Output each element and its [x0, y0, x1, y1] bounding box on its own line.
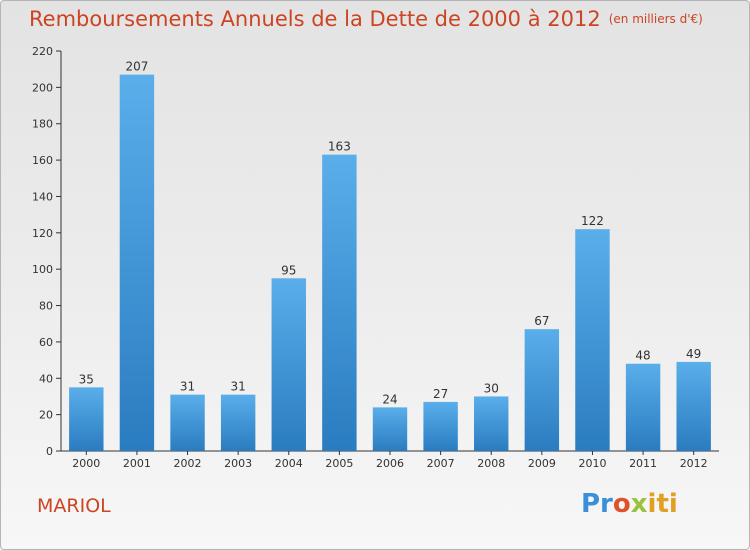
- y-tick-label: 100: [32, 263, 53, 276]
- bar-value-label: 31: [231, 380, 246, 394]
- bar-value-label: 95: [281, 263, 296, 277]
- bar: [170, 394, 205, 451]
- x-tick-label: 2010: [578, 457, 606, 470]
- y-tick-label: 160: [32, 154, 53, 167]
- y-tick-label: 200: [32, 81, 53, 94]
- bar: [220, 394, 256, 451]
- y-tick-label: 0: [46, 445, 53, 458]
- bar-value-label: 30: [484, 381, 499, 395]
- x-tick-label: 2002: [174, 457, 202, 470]
- proxiti-logo: Proxiti: [581, 489, 678, 519]
- y-tick-label: 120: [32, 227, 53, 240]
- bar: [271, 278, 306, 451]
- x-axis: 2000 2001 2002 2003 2004 2005 2006 2007 2008 2009…: [61, 450, 719, 470]
- bar: [69, 387, 104, 451]
- bar: [322, 154, 357, 452]
- y-tick-label: 40: [39, 372, 53, 385]
- bar-value-label: 24: [382, 392, 397, 406]
- bar: [474, 396, 509, 451]
- x-tick-label: 2006: [376, 457, 404, 470]
- chart-subtitle: (en milliers d'€): [608, 12, 703, 26]
- x-tick-label: 2000: [72, 457, 100, 470]
- bars: 35 207 31 31 95 163 24 27 30 67 122 48 49: [69, 60, 711, 452]
- bar-value-label: 49: [686, 347, 701, 361]
- y-tick-label: 80: [39, 300, 53, 313]
- bar-value-label: 27: [433, 387, 448, 401]
- chart-title-text: Remboursements Annuels de la Dette de 20…: [29, 7, 601, 31]
- chart-title: Remboursements Annuels de la Dette de 20…: [29, 7, 703, 31]
- y-axis: 0 20 40 60 80 100 120 140 160 180 200 220: [32, 45, 62, 458]
- y-tick-label: 140: [32, 190, 53, 203]
- y-tick-label: 220: [32, 45, 53, 58]
- x-tick-label: 2003: [224, 457, 252, 470]
- bar-value-label: 163: [328, 140, 351, 154]
- y-tick-label: 20: [39, 409, 53, 422]
- y-tick-label: 180: [32, 118, 53, 131]
- commune-name: MARIOL: [37, 495, 111, 517]
- x-tick-label: 2007: [427, 457, 455, 470]
- x-tick-label: 2012: [680, 457, 708, 470]
- x-tick-label: 2009: [528, 457, 556, 470]
- bar-value-label: 207: [125, 60, 148, 74]
- bar: [676, 361, 711, 451]
- x-tick-label: 2004: [275, 457, 303, 470]
- bar-value-label: 31: [180, 380, 195, 394]
- x-tick-label: 2001: [123, 457, 151, 470]
- bar: [575, 229, 610, 451]
- bar: [524, 329, 560, 451]
- y-tick-label: 60: [39, 336, 53, 349]
- x-tick-label: 2008: [477, 457, 505, 470]
- bar: [372, 407, 408, 451]
- bar: [625, 363, 661, 451]
- bar-value-label: 67: [534, 314, 549, 328]
- bar-value-label: 35: [79, 372, 94, 386]
- bar-value-label: 122: [581, 214, 604, 228]
- bar-value-label: 48: [635, 349, 650, 363]
- x-tick-label: 2011: [629, 457, 657, 470]
- bar: [119, 74, 155, 452]
- x-tick-label: 2005: [325, 457, 353, 470]
- bar: [423, 401, 458, 451]
